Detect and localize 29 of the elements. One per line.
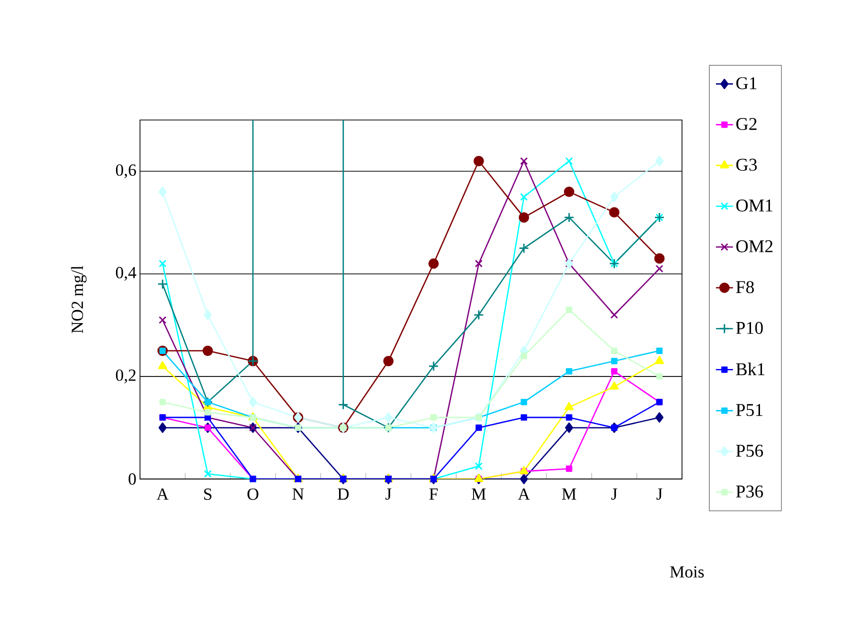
legend-label: OM2 (736, 240, 772, 252)
legend-label: G3 (736, 158, 757, 171)
legend-label: P56 (736, 444, 763, 457)
x-axis-title: Mois (670, 566, 704, 578)
legend-label: Bk1 (736, 362, 764, 376)
y-tick-label: 0,2 (116, 369, 136, 384)
x-tick-label: O (247, 488, 258, 500)
x-tick-label: J (656, 488, 662, 500)
y-tick-label: 0,4 (116, 266, 136, 281)
x-tick-label: M (562, 488, 576, 500)
x-tick-label: S (204, 488, 212, 500)
legend-label: G2 (736, 118, 757, 130)
legend-label: P51 (736, 404, 762, 416)
x-tick-label: M (472, 488, 486, 500)
x-tick-label: F (429, 488, 438, 500)
x-tick-label: D (338, 488, 349, 500)
legend-label: F8 (736, 281, 754, 294)
x-tick-label: J (611, 488, 618, 500)
x-tick-label: J (385, 488, 392, 500)
legend-label: G1 (736, 77, 756, 90)
y-tick-label: 0 (128, 473, 136, 485)
x-tick-label: A (156, 488, 169, 500)
legend-label: OM1 (736, 200, 772, 212)
y-tick-label: 0,6 (116, 164, 136, 178)
x-tick-label: N (292, 488, 304, 500)
legend-label: P10 (736, 322, 763, 334)
x-tick-label: A (518, 488, 530, 500)
legend-label: P36 (736, 486, 763, 498)
y-axis-title: NO2 mg/l (71, 266, 87, 334)
